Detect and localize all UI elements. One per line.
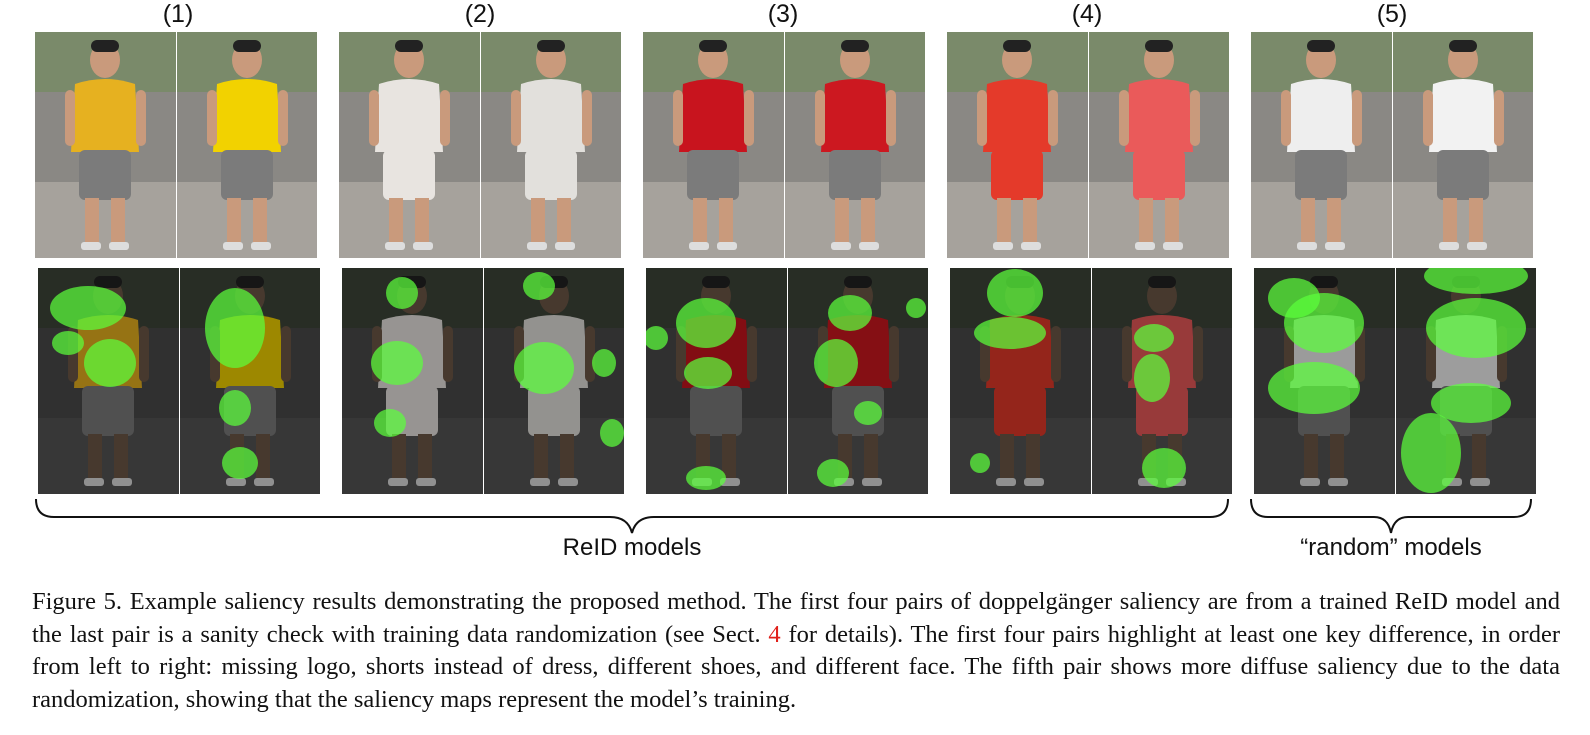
pair-5-original (1251, 32, 1533, 258)
pedestrian-photo-right (1395, 268, 1536, 494)
pedestrian-photo-left (38, 268, 179, 494)
caption-text-1: Figure 5. Example saliency results demon… (32, 588, 1560, 648)
pedestrian-photo-left (643, 32, 784, 258)
column-label-3: (3) (767, 0, 799, 28)
figure-caption: Figure 5. Example saliency results demon… (32, 586, 1560, 716)
pair-3-original (643, 32, 925, 258)
pedestrian-photo-left (1251, 32, 1392, 258)
pedestrian-photo-left (339, 32, 480, 258)
pair-2-original (339, 32, 621, 258)
random-models-label: “random” models (1300, 534, 1482, 561)
pedestrian-photo-right (1091, 268, 1232, 494)
caption-text-2: for details). The first four pairs highl… (32, 620, 1560, 713)
pair-4-original (947, 32, 1229, 258)
column-label-2: (2) (464, 0, 496, 28)
column-label-5: (5) (1376, 0, 1408, 28)
pedestrian-photo-right (480, 32, 621, 258)
pedestrian-photo-right (176, 32, 317, 258)
pedestrian-photo-left (646, 268, 787, 494)
pedestrian-photo-left (35, 32, 176, 258)
pair-3-saliency (646, 268, 928, 494)
reid-models-label: ReID models (562, 534, 702, 561)
pedestrian-photo-left (947, 32, 1088, 258)
pedestrian-photo-left (1254, 268, 1395, 494)
section-reference-link[interactable]: 4 (768, 620, 781, 648)
column-label-1: (1) (162, 0, 194, 28)
pair-4-saliency (950, 268, 1232, 494)
pair-5-saliency (1254, 268, 1536, 494)
pair-1-original (35, 32, 317, 258)
reid-brace (35, 498, 1229, 534)
pedestrian-photo-right (483, 268, 624, 494)
random-brace (1250, 498, 1532, 534)
pair-1-saliency (38, 268, 320, 494)
column-label-4: (4) (1071, 0, 1103, 28)
pedestrian-photo-right (179, 268, 320, 494)
pedestrian-photo-right (787, 268, 928, 494)
pedestrian-photo-right (1088, 32, 1229, 258)
pair-2-saliency (342, 268, 624, 494)
pedestrian-photo-right (784, 32, 925, 258)
pedestrian-photo-left (950, 268, 1091, 494)
pedestrian-photo-right (1392, 32, 1533, 258)
pedestrian-photo-left (342, 268, 483, 494)
